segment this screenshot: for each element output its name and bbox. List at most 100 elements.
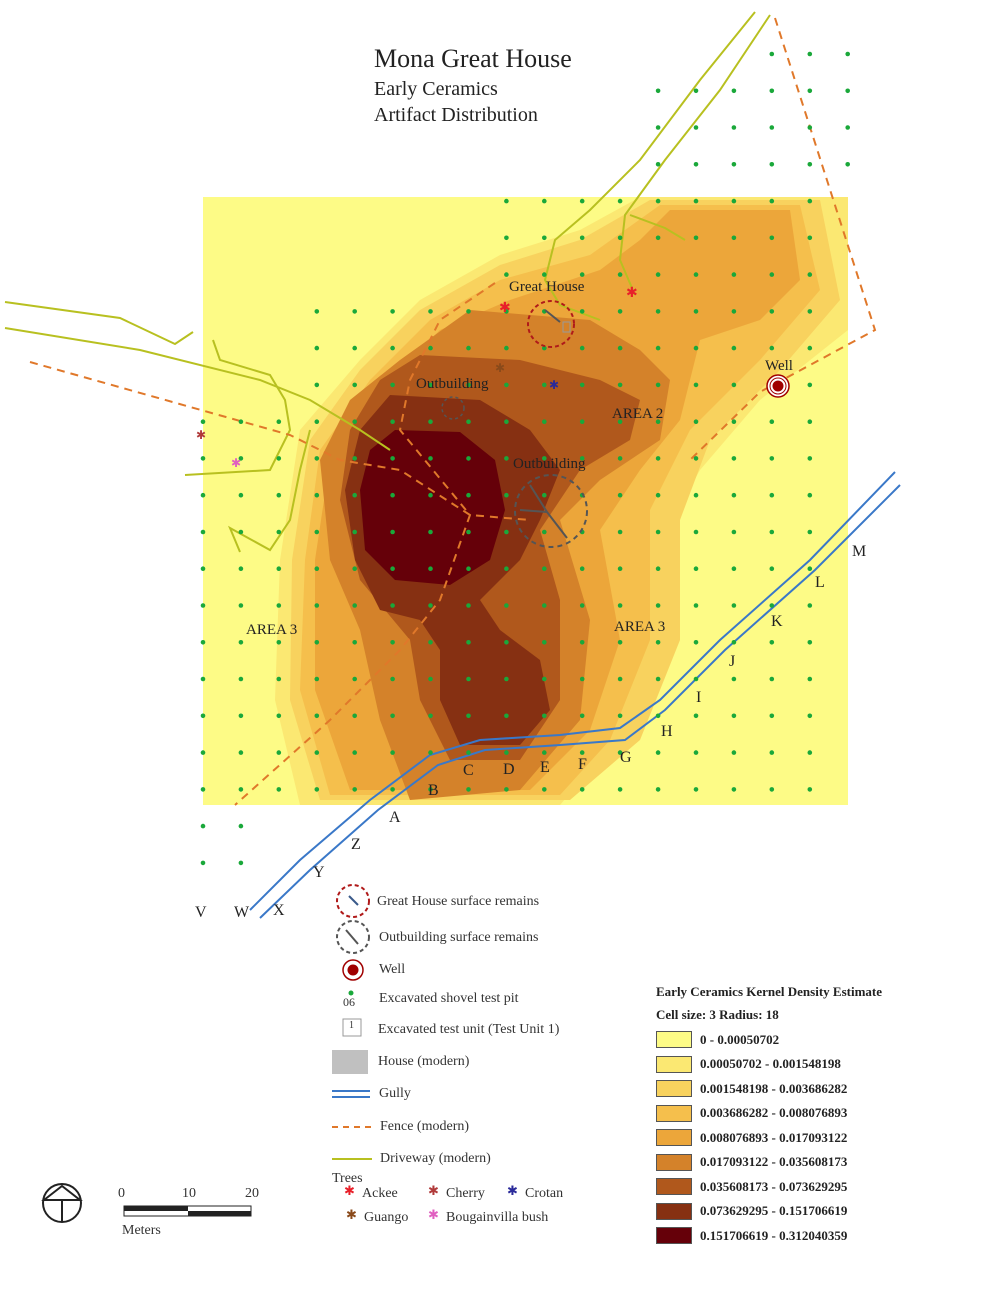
shovel-test-pit — [276, 566, 282, 571]
tree-legend-label: Guango — [364, 1210, 409, 1225]
shovel-test-pit — [276, 787, 282, 792]
kde-swatch — [656, 1153, 692, 1171]
legend-symbols — [332, 884, 372, 1160]
shovel-test-pit — [542, 345, 547, 351]
shovel-test-pit — [390, 787, 395, 792]
shovel-test-pit — [504, 676, 509, 682]
shovel-test-pit — [731, 198, 737, 204]
shovel-test-pit — [807, 676, 813, 682]
driveway-line — [618, 14, 771, 296]
kde-range-label: 0.001548198 - 0.003686282 — [700, 1080, 848, 1096]
shovel-test-pit — [238, 492, 244, 498]
shovel-test-pit — [352, 419, 358, 425]
driveway-line — [4, 301, 194, 346]
shovel-test-pit — [731, 787, 737, 792]
shovel-test-pit — [693, 88, 699, 94]
shovel-test-pit — [807, 162, 813, 167]
shovel-test-pit — [352, 566, 358, 571]
shovel-test-pit — [542, 529, 547, 535]
shovel-test-pit — [617, 640, 623, 645]
kde-legend-row: 0.073629295 - 0.151706619 — [656, 1202, 847, 1221]
shovel-test-pit — [731, 272, 737, 277]
tree-legend-icon: ✱ — [428, 1184, 439, 1199]
shovel-test-pit — [693, 529, 699, 535]
shovel-test-pit — [428, 603, 433, 608]
shovel-test-pit — [352, 309, 358, 314]
shovel-test-pit — [655, 456, 661, 461]
shovel-test-pit — [390, 382, 395, 388]
gully-layer — [249, 471, 901, 919]
shovel-test-pit — [731, 125, 737, 130]
shovel-test-pit — [693, 676, 699, 682]
outbuilding-remains-1[interactable] — [441, 396, 465, 420]
shovel-test-pit — [200, 787, 206, 792]
shovel-test-pit — [655, 566, 661, 571]
shovel-test-pit — [352, 713, 358, 719]
well-marker[interactable] — [766, 374, 790, 398]
shovel-test-pit — [693, 125, 699, 130]
shovel-test-pit — [238, 676, 244, 682]
scale-bar — [123, 1205, 252, 1217]
shovel-test-pit — [276, 492, 282, 498]
shovel-test-pit — [845, 125, 850, 130]
shovel-test-pit — [579, 272, 585, 277]
shovel-test-pit — [314, 787, 320, 792]
shovel-test-pit — [390, 566, 395, 571]
label-great-house: Great House — [509, 279, 585, 295]
grid-letter-x: X — [273, 902, 285, 919]
kde-range-label: 0.003686282 - 0.008076893 — [700, 1105, 848, 1120]
shovel-test-pit — [200, 750, 206, 755]
tree-legend-label: Crotan — [525, 1186, 564, 1201]
shovel-test-pit — [352, 750, 358, 755]
shovel-test-pit — [238, 456, 244, 461]
shovel-test-pit — [428, 566, 433, 571]
legend-driveway-label: Driveway (modern) — [380, 1151, 491, 1166]
north-arrow-icon — [41, 1183, 83, 1223]
shovel-test-pit — [428, 492, 433, 498]
shovel-test-pit — [466, 309, 471, 314]
outbuilding-remains-2[interactable] — [514, 474, 588, 548]
shovel-test-pit — [352, 676, 358, 682]
grid-letter-m: M — [852, 543, 866, 560]
shovel-test-pit — [428, 345, 433, 351]
shovel-test-pit — [428, 382, 433, 388]
shovel-test-pit — [352, 382, 358, 388]
shovel-test-pit — [693, 419, 699, 425]
shovel-test-pit — [466, 529, 471, 535]
shovel-test-pit — [807, 713, 813, 719]
kde-range-label: 0.00050702 - 0.001548198 — [700, 1056, 841, 1071]
shovel-test-pit — [655, 309, 661, 314]
shovel-test-pit — [655, 492, 661, 498]
shovel-test-pit — [276, 750, 282, 755]
shovel-test-pit — [579, 566, 585, 571]
shovel-test-pit — [579, 787, 585, 792]
shovel-test-pit — [731, 750, 737, 755]
shovel-test-pit — [731, 456, 737, 461]
shovel-test-pit — [314, 419, 320, 425]
kde-legend-subtitle: Cell size: 3 Radius: 18 — [656, 1007, 779, 1022]
shovel-test-pit — [769, 162, 775, 167]
shovel-test-pit — [617, 235, 623, 241]
tree-markers: ✱ ✱ ✱ ✱ ✱ ✱ — [196, 285, 638, 470]
kde-range-label: 0 - 0.00050702 — [700, 1031, 780, 1047]
label-area-2: AREA 2 — [612, 406, 663, 422]
shovel-test-pit — [807, 88, 813, 94]
shovel-test-pit — [693, 750, 699, 755]
shovel-test-pit — [769, 566, 775, 571]
shovel-test-pit — [693, 456, 699, 461]
shovel-test-pit — [693, 787, 699, 792]
shovel-test-pit — [542, 198, 547, 204]
shovel-test-pit — [693, 309, 699, 314]
shovel-test-pit — [466, 566, 471, 571]
great-house-remains[interactable] — [527, 300, 575, 348]
fence-layer — [29, 17, 877, 806]
shovel-test-pit — [769, 640, 775, 645]
label-outbuilding-2: Outbuilding — [513, 456, 586, 472]
shovel-test-pit — [579, 198, 585, 204]
shovel-test-pit — [428, 419, 433, 425]
shovel-test-pit — [200, 456, 206, 461]
driveway-line — [184, 339, 292, 476]
tree-legend-icon: ✱ — [344, 1184, 355, 1199]
shovel-test-pit — [200, 566, 206, 571]
shovel-test-pit — [238, 823, 244, 829]
